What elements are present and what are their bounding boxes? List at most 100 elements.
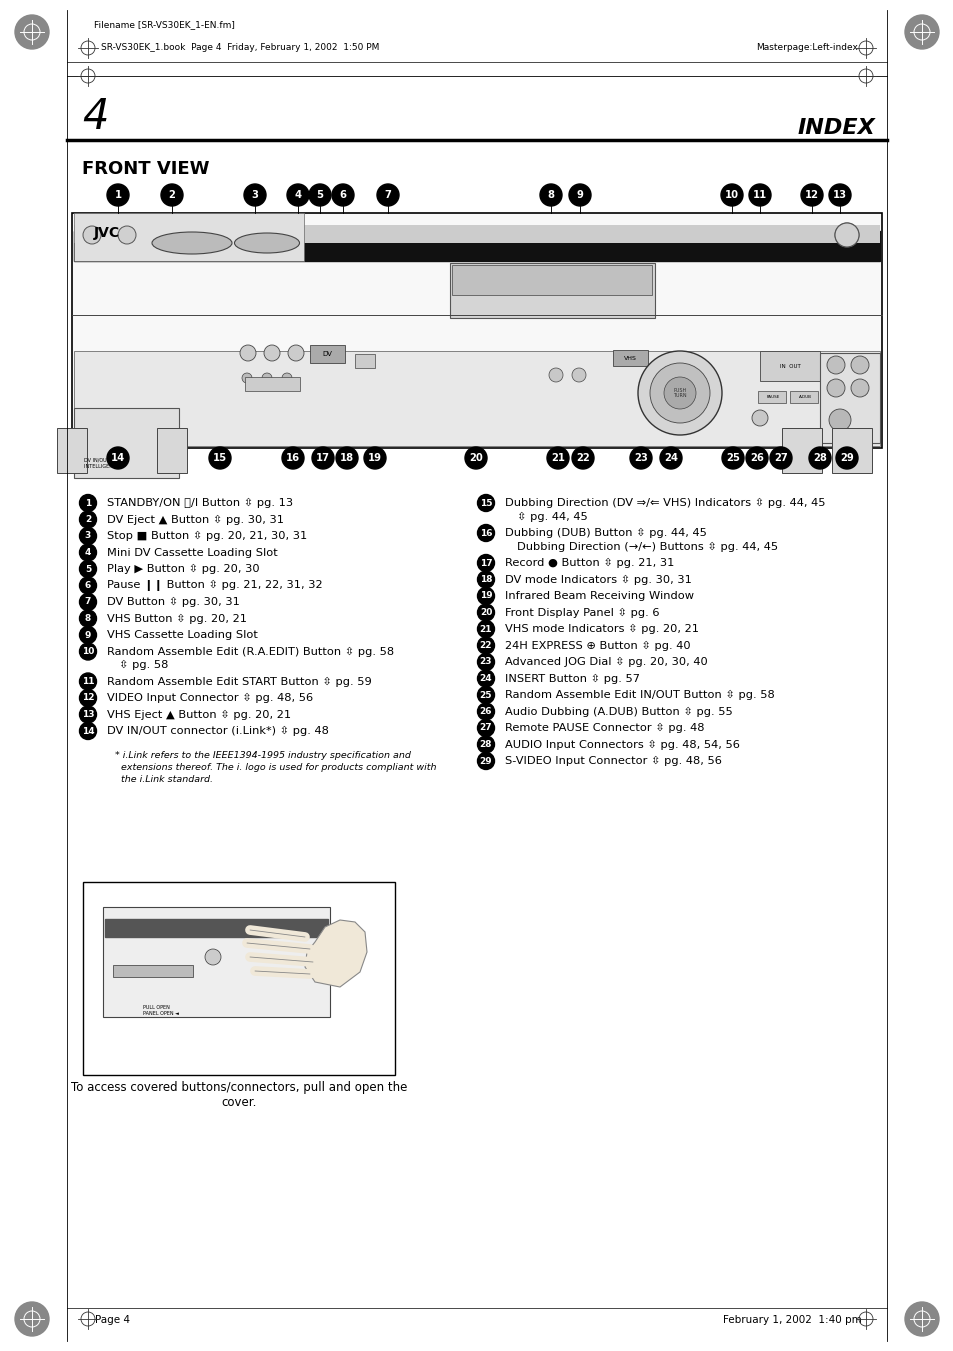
Text: 14: 14 — [82, 727, 94, 735]
Text: PAUSE: PAUSE — [765, 394, 779, 399]
Circle shape — [287, 184, 309, 205]
Text: 11: 11 — [752, 190, 766, 200]
Circle shape — [79, 689, 96, 707]
Text: Filename [SR-VS30EK_1-EN.fm]: Filename [SR-VS30EK_1-EN.fm] — [94, 20, 234, 28]
Text: INSERT Button ⇳ pg. 57: INSERT Button ⇳ pg. 57 — [504, 673, 639, 684]
Text: VHS Button ⇳ pg. 20, 21: VHS Button ⇳ pg. 20, 21 — [107, 613, 247, 624]
Circle shape — [161, 184, 183, 205]
Text: DV Eject ▲ Button ⇳ pg. 30, 31: DV Eject ▲ Button ⇳ pg. 30, 31 — [107, 515, 284, 524]
Text: 26: 26 — [749, 453, 763, 463]
Text: 7: 7 — [85, 597, 91, 607]
Bar — [74, 213, 304, 261]
Text: 23: 23 — [634, 453, 647, 463]
Circle shape — [659, 447, 681, 469]
Circle shape — [282, 447, 304, 469]
Bar — [831, 428, 871, 473]
Text: Infrared Beam Receiving Window: Infrared Beam Receiving Window — [504, 590, 693, 601]
Circle shape — [834, 223, 858, 247]
Text: 25: 25 — [479, 690, 492, 700]
Circle shape — [79, 627, 96, 643]
Text: Masterpage:Left-index: Masterpage:Left-index — [756, 43, 857, 53]
Text: 22: 22 — [479, 640, 492, 650]
Bar — [781, 428, 821, 473]
Bar — [74, 231, 879, 261]
Circle shape — [83, 226, 101, 245]
Text: 7: 7 — [384, 190, 391, 200]
Text: February 1, 2002  1:40 pm: February 1, 2002 1:40 pm — [722, 1315, 862, 1325]
Text: 17: 17 — [479, 558, 492, 567]
Circle shape — [835, 447, 857, 469]
Text: Dubbing Direction (→/←) Buttons ⇳ pg. 44, 45: Dubbing Direction (→/←) Buttons ⇳ pg. 44… — [517, 542, 778, 551]
Circle shape — [751, 409, 767, 426]
Bar — [355, 354, 375, 367]
Circle shape — [834, 223, 858, 247]
Circle shape — [477, 604, 494, 621]
Text: INDEX: INDEX — [797, 118, 874, 138]
Text: Record ● Button ⇳ pg. 21, 31: Record ● Button ⇳ pg. 21, 31 — [504, 558, 674, 567]
Circle shape — [107, 184, 129, 205]
Circle shape — [477, 571, 494, 588]
Text: 24: 24 — [479, 674, 492, 684]
Bar — [71, 213, 882, 449]
Circle shape — [205, 948, 221, 965]
Circle shape — [801, 184, 822, 205]
Text: Random Assemble Edit (R.A.EDIT) Button ⇳ pg. 58: Random Assemble Edit (R.A.EDIT) Button ⇳… — [107, 646, 394, 657]
Text: the i.Link standard.: the i.Link standard. — [115, 774, 213, 784]
Circle shape — [721, 447, 743, 469]
Circle shape — [79, 611, 96, 627]
Circle shape — [748, 184, 770, 205]
Circle shape — [288, 345, 304, 361]
Circle shape — [242, 373, 252, 382]
Text: 14: 14 — [111, 453, 125, 463]
Circle shape — [663, 377, 696, 409]
Circle shape — [548, 367, 562, 382]
Circle shape — [79, 707, 96, 723]
Circle shape — [546, 447, 568, 469]
Circle shape — [477, 753, 494, 770]
Text: 10: 10 — [724, 190, 739, 200]
Circle shape — [15, 15, 49, 49]
Text: 3: 3 — [85, 531, 91, 540]
Text: extensions thereof. The i. logo is used for products compliant with: extensions thereof. The i. logo is used … — [115, 762, 436, 771]
Circle shape — [477, 638, 494, 654]
Text: 21: 21 — [551, 453, 564, 463]
Circle shape — [79, 494, 96, 512]
Circle shape — [79, 723, 96, 739]
Circle shape — [477, 524, 494, 542]
Text: 19: 19 — [479, 592, 492, 600]
Bar — [112, 965, 193, 977]
Text: 2: 2 — [85, 515, 91, 524]
Circle shape — [477, 670, 494, 688]
Bar — [105, 919, 328, 938]
Text: 16: 16 — [479, 528, 492, 538]
Circle shape — [282, 373, 292, 382]
Text: 5: 5 — [85, 565, 91, 574]
Text: Remote PAUSE Connector ⇳ pg. 48: Remote PAUSE Connector ⇳ pg. 48 — [504, 723, 703, 734]
Circle shape — [79, 593, 96, 611]
Text: 19: 19 — [368, 453, 381, 463]
Text: 28: 28 — [479, 740, 492, 748]
Text: 24H EXPRESS ⊕ Button ⇳ pg. 40: 24H EXPRESS ⊕ Button ⇳ pg. 40 — [504, 640, 690, 651]
Text: IN  OUT: IN OUT — [779, 363, 800, 369]
Text: 6: 6 — [339, 190, 346, 200]
Bar — [74, 226, 879, 243]
Text: 23: 23 — [479, 658, 492, 666]
Circle shape — [769, 447, 791, 469]
Text: 27: 27 — [773, 453, 787, 463]
Text: AUDIO Input Connectors ⇳ pg. 48, 54, 56: AUDIO Input Connectors ⇳ pg. 48, 54, 56 — [504, 739, 740, 750]
Text: 17: 17 — [315, 453, 330, 463]
Text: Front Display Panel ⇳ pg. 6: Front Display Panel ⇳ pg. 6 — [504, 608, 659, 617]
Text: 4: 4 — [82, 96, 109, 138]
Circle shape — [638, 351, 721, 435]
Circle shape — [826, 380, 844, 397]
Bar — [760, 351, 820, 381]
Circle shape — [477, 620, 494, 638]
Text: Pause ❙❙ Button ⇳ pg. 21, 22, 31, 32: Pause ❙❙ Button ⇳ pg. 21, 22, 31, 32 — [107, 580, 322, 592]
Text: ⇳ pg. 58: ⇳ pg. 58 — [119, 659, 168, 670]
Circle shape — [332, 184, 354, 205]
Circle shape — [79, 577, 96, 594]
Bar — [789, 390, 817, 403]
Circle shape — [572, 367, 585, 382]
Circle shape — [107, 447, 129, 469]
Text: 20: 20 — [479, 608, 492, 617]
